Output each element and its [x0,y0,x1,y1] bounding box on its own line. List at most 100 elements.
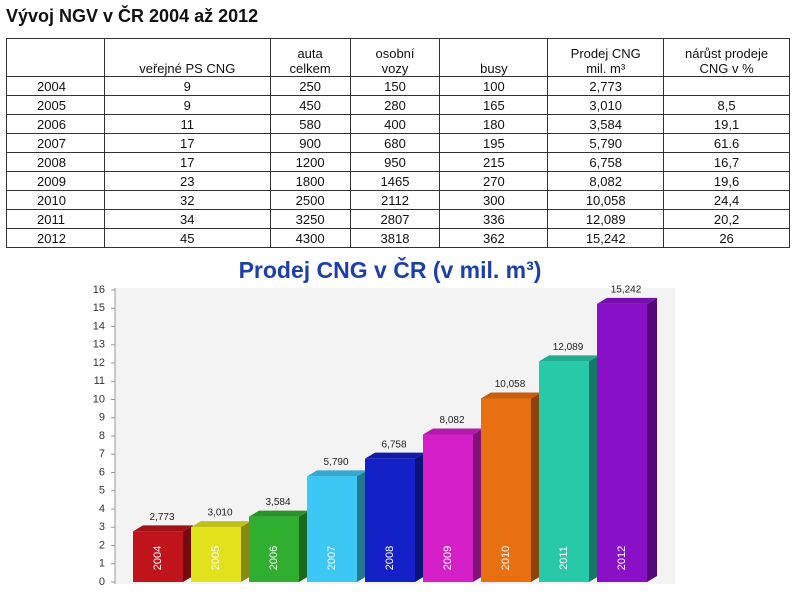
table-cell: 15,242 [547,228,665,248]
bar-top [423,428,483,435]
table-cell: 2,773 [547,76,665,96]
table-cell: 45 [103,228,271,248]
table-cell: 19,6 [663,171,790,191]
value-label: 10,058 [495,379,526,390]
bar-top [481,392,541,399]
y-tick-label: 8 [99,430,105,442]
table-cell: 450 [269,95,351,115]
value-label: 8,082 [439,415,464,426]
bar-side [473,428,483,582]
table-cell: 6,758 [547,152,665,172]
bar-top [539,355,599,362]
bar [539,361,589,582]
header-cell: nárůst prodeje CNG v % [663,38,790,77]
table-cell: 9 [103,95,271,115]
table-cell: 2112 [349,190,441,210]
table-cell: 10,058 [547,190,665,210]
x-tick-label: 2011 [558,546,570,570]
y-tick-label: 9 [99,412,105,424]
table-cell [663,76,790,96]
value-label: 5,790 [323,457,348,468]
table-row: 2009 23 1800 1465 270 8,082 19,6 [6,171,790,191]
y-tick-label: 1 [99,558,105,570]
y-tick-label: 13 [93,339,105,351]
y-tick-label: 5 [99,485,105,497]
header-cell: osobní vozy [349,38,441,77]
bar-top [307,470,367,477]
table-cell: 250 [269,76,351,96]
value-label: 15,242 [611,284,642,295]
x-tick-label: 2005 [210,546,222,570]
table-cell: 100 [439,76,549,96]
bar-top [365,452,425,459]
bar [191,527,241,582]
table-cell: 5,790 [547,133,665,153]
data-table: veřejné PS CNG auta celkem osobní vozy busy… [6,38,790,248]
bar-top [249,510,309,517]
table-cell: 280 [349,95,441,115]
bar [249,516,299,582]
table-cell: 300 [439,190,549,210]
y-tick-label: 0 [99,576,105,588]
table-cell: 2007 [6,133,105,153]
y-tick-label: 14 [93,320,105,332]
table-cell: 17 [103,152,271,172]
table-cell: 900 [269,133,351,153]
table-cell: 2011 [6,209,105,229]
x-tick-label: 2004 [152,546,164,570]
table-cell: 2010 [6,190,105,210]
table-cell: 336 [439,209,549,229]
bar [133,531,183,582]
bar [365,458,415,582]
bar-top [133,525,193,532]
y-tick-label: 6 [99,466,105,478]
x-tick-label: 2008 [384,546,396,570]
x-tick-label: 2010 [500,546,512,570]
bar-side [357,470,367,582]
value-label: 3,584 [265,497,290,508]
bar [307,476,357,582]
x-tick-label: 2012 [616,546,628,570]
table-cell: 23 [103,171,271,191]
chart: Prodej CNG v ČR (v mil. m³) 012345678910… [93,256,675,588]
header-cell: Prodej CNG mil. m³ [547,38,665,77]
table-cell: 61.6 [663,133,790,153]
table-row: 2006 11 580 400 180 3,584 19,1 [6,114,790,134]
table-cell: 3,584 [547,114,665,134]
y-tick-label: 10 [93,393,105,405]
x-tick-label: 2006 [268,546,280,570]
table-cell: 16,7 [663,152,790,172]
table-cell: 1465 [349,171,441,191]
bar-side [415,452,425,582]
table-row: 2008 17 1200 950 215 6,758 16,7 [6,152,790,172]
header-row: veřejné PS CNG auta celkem osobní vozy busy… [6,38,790,77]
table-cell: 2006 [6,114,105,134]
header-cell: auta celkem [269,38,351,77]
table-cell: 2005 [6,95,105,115]
table-cell: 400 [349,114,441,134]
y-tick-label: 15 [93,302,105,314]
table-cell: 2004 [6,76,105,96]
table-row: 2010 32 2500 2112 300 10,058 24,4 [6,190,790,210]
table-row: 2004 9 250 150 100 2,773 [6,76,790,96]
y-tick-label: 16 [93,284,105,296]
table-cell: 2009 [6,171,105,191]
table-cell: 34 [103,209,271,229]
bar-side [531,392,541,582]
y-tick-label: 2 [99,539,105,551]
table-row: 2012 45 4300 3818 362 15,242 26 [6,228,790,248]
table-cell: 4300 [269,228,351,248]
bar-side [183,525,193,582]
y-tick-label: 7 [99,448,105,460]
table-cell: 362 [439,228,549,248]
table-cell: 180 [439,114,549,134]
x-tick-label: 2009 [442,546,454,570]
table-cell: 270 [439,171,549,191]
value-label: 6,758 [381,439,406,450]
x-tick-label: 2007 [326,546,338,570]
table-cell: 11 [103,114,271,134]
table-cell: 17 [103,133,271,153]
table-cell: 2500 [269,190,351,210]
bar [481,398,531,582]
table-cell: 3250 [269,209,351,229]
